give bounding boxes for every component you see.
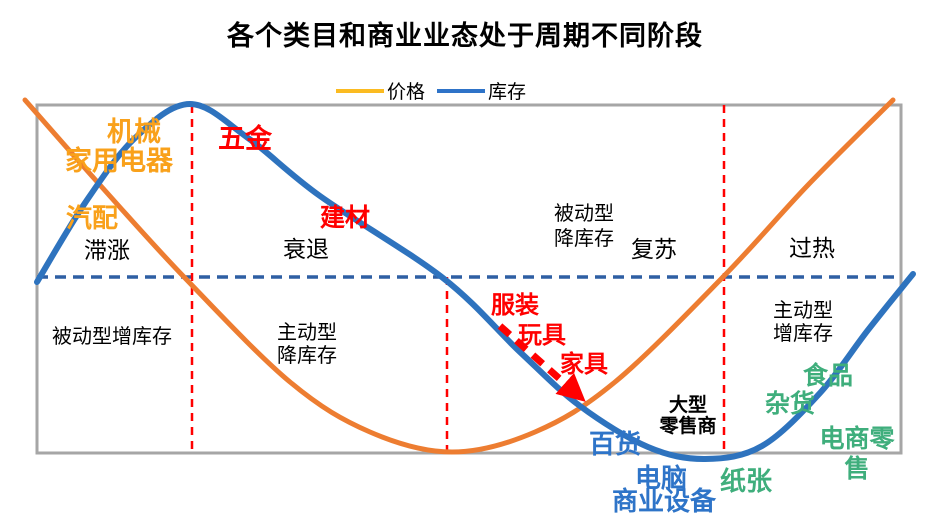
trend-arrow <box>497 323 586 402</box>
page-title: 各个类目和商业业态处于周期不同阶段 <box>227 21 703 52</box>
legend-item-inventory: 库存 <box>437 77 526 104</box>
inventory-curve <box>34 100 916 463</box>
plot-frame <box>35 103 903 455</box>
legend-item-price: 价格 <box>336 77 425 104</box>
legend-label-inventory: 库存 <box>488 81 527 103</box>
price-curve <box>22 97 896 455</box>
legend-label-price: 价格 <box>387 81 426 103</box>
price-line-swatch <box>336 88 384 93</box>
inventory-line-swatch <box>437 88 486 93</box>
chart-legend: 价格 库存 <box>336 77 526 104</box>
